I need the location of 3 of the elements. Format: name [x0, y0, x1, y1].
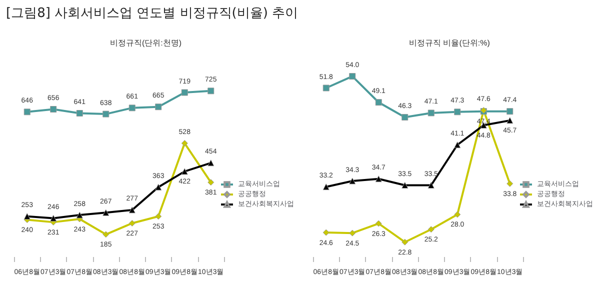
chart-title: [그림8] 사회서비스업 연도별 비정규직(비율) 추이: [6, 5, 298, 22]
chart-title: 비정규직 비율(단위:%): [409, 38, 490, 48]
chart-subtitle: 비정규직(단위:천명): [110, 38, 182, 48]
